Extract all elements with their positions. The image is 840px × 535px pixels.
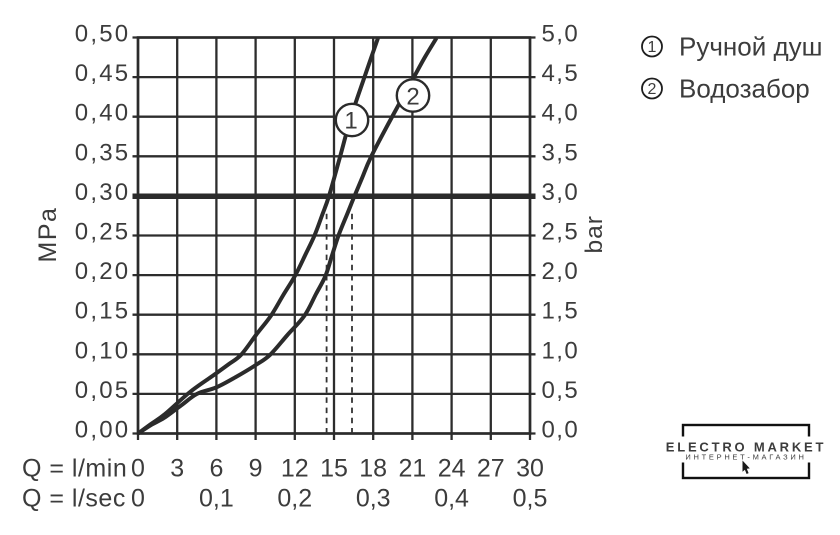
svg-text:18: 18	[359, 455, 387, 483]
svg-text:15: 15	[320, 455, 348, 483]
svg-text:12: 12	[281, 455, 309, 483]
svg-text:5,0: 5,0	[542, 21, 580, 48]
svg-text:1,5: 1,5	[542, 298, 580, 325]
svg-text:0,25: 0,25	[75, 219, 131, 246]
svg-text:0,50: 0,50	[75, 21, 131, 48]
svg-text:MPa: MPa	[34, 207, 62, 263]
svg-text:0,3: 0,3	[356, 485, 391, 513]
svg-text:0,2: 0,2	[277, 485, 312, 513]
svg-text:Ручной душ: Ручной душ	[679, 32, 822, 62]
svg-text:0: 0	[131, 485, 145, 513]
svg-text:Q = l/min: Q = l/min	[22, 455, 127, 483]
svg-text:3,0: 3,0	[542, 179, 580, 206]
svg-text:24: 24	[438, 455, 466, 483]
svg-text:27: 27	[477, 455, 505, 483]
svg-text:9: 9	[249, 455, 263, 483]
svg-text:30: 30	[516, 455, 544, 483]
svg-text:ELECTRO MARKET: ELECTRO MARKET	[666, 440, 827, 455]
svg-text:3,5: 3,5	[542, 139, 580, 166]
svg-text:2: 2	[406, 84, 419, 111]
svg-text:0,30: 0,30	[75, 179, 131, 206]
svg-text:21: 21	[398, 455, 426, 483]
svg-text:0,5: 0,5	[542, 377, 580, 404]
svg-text:0,05: 0,05	[75, 377, 131, 404]
svg-text:2,0: 2,0	[542, 258, 580, 285]
svg-text:0,4: 0,4	[434, 485, 469, 513]
svg-text:ИНТЕРНЕТ-МАГАЗИН: ИНТЕРНЕТ-МАГАЗИН	[685, 452, 806, 461]
svg-text:0,10: 0,10	[75, 337, 131, 364]
svg-text:4,5: 4,5	[542, 60, 580, 87]
svg-text:0,0: 0,0	[542, 417, 580, 444]
svg-text:2,5: 2,5	[542, 219, 580, 246]
svg-text:1: 1	[648, 39, 657, 56]
svg-text:1: 1	[344, 108, 357, 135]
svg-text:3: 3	[170, 455, 184, 483]
svg-text:0,40: 0,40	[75, 100, 131, 127]
svg-text:bar: bar	[581, 215, 608, 253]
svg-text:0,15: 0,15	[75, 298, 131, 325]
svg-text:2: 2	[648, 81, 657, 98]
svg-text:0,20: 0,20	[75, 258, 131, 285]
svg-text:0,5: 0,5	[513, 485, 548, 513]
svg-text:6: 6	[209, 455, 223, 483]
svg-text:0,1: 0,1	[199, 485, 234, 513]
svg-text:0,35: 0,35	[75, 139, 131, 166]
svg-text:Q = l/sec: Q = l/sec	[22, 485, 126, 513]
svg-text:0,45: 0,45	[75, 60, 131, 87]
svg-text:Водозабор: Водозабор	[679, 74, 810, 104]
svg-text:1,0: 1,0	[542, 337, 580, 364]
svg-text:0,00: 0,00	[75, 417, 131, 444]
svg-text:0: 0	[131, 455, 145, 483]
svg-text:4,0: 4,0	[542, 100, 580, 127]
